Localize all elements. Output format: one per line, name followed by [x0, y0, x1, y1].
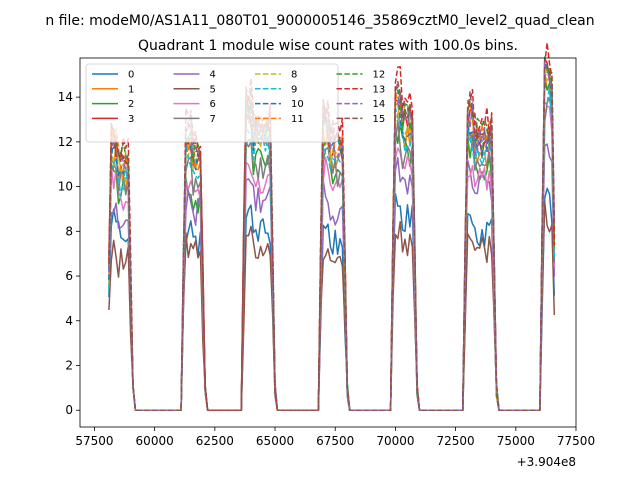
legend-entry-label: 3 [128, 114, 134, 125]
y-tick-label: 4 [65, 314, 73, 328]
x-tick-label: 72500 [437, 434, 475, 448]
x-axis: 57500 60000 62500 65000 67500 70000 72500 75000… [75, 427, 595, 448]
x-tick-label: 70000 [376, 434, 414, 448]
chart-title: Quadrant 1 module wise count rates with … [138, 38, 518, 54]
y-tick-label: 2 [65, 359, 73, 373]
x-tick-label: 67500 [316, 434, 354, 448]
legend-entry-label: 6 [210, 99, 216, 110]
y-tick-label: 6 [65, 269, 73, 283]
legend-entry-label: 8 [291, 70, 297, 81]
y-tick-label: 14 [58, 90, 73, 104]
legend-entry-label: 13 [373, 84, 386, 95]
legend-entry-label: 9 [291, 84, 297, 95]
x-tick-label: 75000 [497, 434, 535, 448]
legend-entry-label: 14 [373, 99, 386, 110]
legend-entry-label: 2 [128, 99, 134, 110]
legend-entry-label: 1 [128, 84, 134, 95]
y-tick-label: 12 [58, 135, 73, 149]
series-line-0 [108, 187, 556, 411]
legend-entry-label: 0 [128, 70, 134, 81]
figure-suptitle: n file: modeM0/AS1A11_080T01_9000005146_… [45, 13, 594, 29]
series-line-9 [108, 85, 556, 411]
x-tick-label: 60000 [136, 434, 174, 448]
y-tick-label: 10 [58, 180, 73, 194]
x-offset-label: +3.904e8 [517, 455, 576, 469]
legend-entry-label: 15 [373, 114, 386, 125]
x-tick-label: 65000 [256, 434, 294, 448]
series-line-5 [108, 200, 556, 411]
legend-entry-label: 12 [373, 70, 386, 81]
x-tick-label: 62500 [196, 434, 234, 448]
y-axis: 0 2 4 6 8 10 12 14 [58, 90, 80, 417]
legend-entry-label: 10 [291, 99, 304, 110]
series-line-11 [108, 67, 556, 411]
legend-entry-label: 11 [291, 114, 304, 125]
plot-area: 57500 60000 62500 65000 67500 70000 72500 75000… [58, 41, 595, 469]
y-tick-label: 8 [65, 224, 73, 238]
legend-entry-label: 7 [210, 114, 216, 125]
series-line-8 [108, 68, 556, 411]
x-tick-label: 77500 [557, 434, 595, 448]
legend-entry-label: 5 [210, 84, 216, 95]
axes-frame [79, 57, 577, 428]
x-tick-label: 57500 [75, 434, 113, 448]
legend-entry-label: 4 [210, 70, 216, 81]
series-layer [108, 41, 556, 411]
y-tick-label: 0 [65, 403, 73, 417]
